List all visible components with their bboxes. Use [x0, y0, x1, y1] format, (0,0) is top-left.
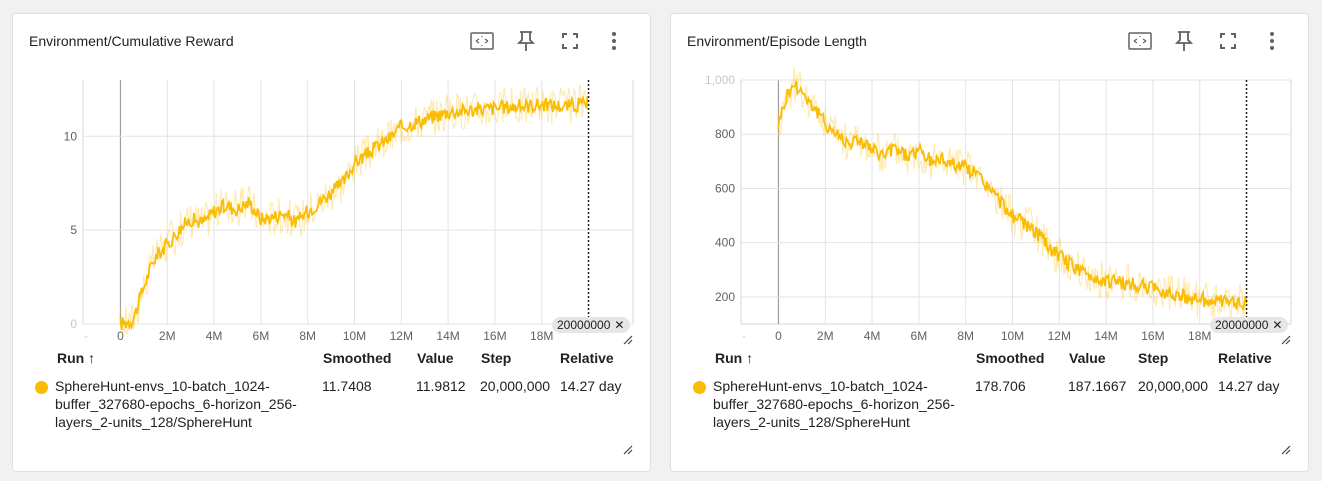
relative-cell: 14.27 day — [560, 378, 622, 394]
step-tooltip-label: 20000000 — [1215, 318, 1269, 332]
x-tick-label: 8M — [957, 329, 974, 343]
x-tick-label: 10M — [343, 329, 366, 343]
run-color-dot[interactable] — [35, 381, 48, 394]
step-tooltip[interactable]: 20000000 ✕ — [1210, 317, 1289, 333]
more-vert-icon[interactable] — [592, 28, 636, 54]
chart-card-episode-length: Environment/Episode Length 0 2M 4M 6M 8M 10M 1… — [670, 13, 1309, 472]
col-header-smoothed[interactable]: Smoothed — [976, 350, 1045, 366]
close-icon[interactable]: ✕ — [1272, 318, 1283, 332]
col-header-relative[interactable]: Relative — [1218, 350, 1272, 366]
run-name-line: layers_2-units_128/SphereHunt — [713, 414, 910, 430]
run-name: SphereHunt-envs_10-batch_1024- buffer_32… — [55, 377, 315, 431]
col-header-value[interactable]: Value — [1069, 350, 1106, 366]
y-tick-label: 200 — [715, 290, 735, 304]
x-tick-label: 6M — [253, 329, 270, 343]
x-tick-label: 16M — [1141, 329, 1164, 343]
col-header-run[interactable]: Run ↑ — [715, 350, 754, 366]
x-tick-label: 16M — [483, 329, 506, 343]
x-tick-label: 12M — [390, 329, 413, 343]
step-tooltip[interactable]: 20000000 ✕ — [552, 317, 631, 333]
resize-handle-icon[interactable] — [623, 445, 633, 455]
x-tick-label: 4M — [864, 329, 881, 343]
value-cell: 187.1667 — [1068, 378, 1127, 394]
col-header-run[interactable]: Run ↑ — [57, 350, 96, 366]
y-tick-label: 1,000 — [705, 73, 735, 87]
pin-icon[interactable] — [504, 28, 548, 54]
col-header-step[interactable]: Step — [1138, 350, 1169, 366]
col-header-value[interactable]: Value — [417, 350, 454, 366]
fullscreen-icon[interactable] — [1206, 28, 1250, 54]
col-header-step[interactable]: Step — [481, 350, 512, 366]
relative-cell: 14.27 day — [1218, 378, 1280, 394]
step-tooltip-label: 20000000 — [557, 318, 611, 332]
run-name-line: buffer_327680-epochs_6-horizon_256- — [55, 396, 297, 412]
run-color-dot[interactable] — [693, 381, 706, 394]
run-name-line: SphereHunt-envs_10-batch_1024- — [55, 378, 270, 394]
run-name: SphereHunt-envs_10-batch_1024- buffer_32… — [713, 377, 973, 431]
fit-domain-icon[interactable] — [460, 28, 504, 54]
step-cell: 20,000,000 — [480, 378, 551, 394]
card-toolbar — [460, 28, 636, 54]
fullscreen-icon[interactable] — [548, 28, 592, 54]
fit-domain-icon[interactable] — [1118, 28, 1162, 54]
y-tick-label: 800 — [715, 127, 735, 141]
line-chart[interactable]: 0 2M 4M 6M 8M 10M 12M 14M 16M 18M - 200 400 600 800 1,0… — [671, 64, 1310, 354]
x-tick-label: 12M — [1048, 329, 1071, 343]
y-tick-label: 400 — [715, 236, 735, 250]
run-name-line: buffer_327680-epochs_6-horizon_256- — [713, 396, 955, 412]
series-smoothed-line[interactable] — [119, 94, 589, 331]
resize-handle-icon[interactable] — [623, 335, 633, 345]
x-tick-label: 10M — [1001, 329, 1024, 343]
y-tick-label: 5 — [70, 223, 77, 237]
resize-handle-icon[interactable] — [1281, 335, 1291, 345]
run-name-line: SphereHunt-envs_10-batch_1024- — [713, 378, 928, 394]
y-tick-label: 10 — [64, 129, 78, 143]
col-header-smoothed[interactable]: Smoothed — [323, 350, 392, 366]
resize-handle-icon[interactable] — [1281, 445, 1291, 455]
x-tick-label: 14M — [1094, 329, 1117, 343]
x-tick-label: 8M — [299, 329, 316, 343]
x-tick-label: 0 — [775, 329, 782, 343]
y-tick-label: 600 — [715, 181, 735, 195]
pin-icon[interactable] — [1162, 28, 1206, 54]
more-vert-icon[interactable] — [1250, 28, 1294, 54]
x-tick-label: 18M — [530, 329, 553, 343]
x-tick-label: 4M — [206, 329, 223, 343]
run-name-line: layers_2-units_128/SphereHunt — [55, 414, 252, 430]
card-title: Environment/Episode Length — [687, 33, 867, 49]
smoothed-value: 178.706 — [975, 378, 1026, 394]
card-toolbar — [1118, 28, 1294, 54]
series-smoothed-line[interactable] — [777, 80, 1248, 311]
chart-card-cumulative-reward: Environment/Cumulative Reward 0 2M 4M 6M 8M 1… — [12, 13, 651, 472]
col-header-relative[interactable]: Relative — [560, 350, 614, 366]
card-title: Environment/Cumulative Reward — [29, 33, 234, 49]
value-cell: 11.9812 — [416, 378, 466, 394]
x-tick-label: 2M — [159, 329, 176, 343]
x-tick-label: 18M — [1188, 329, 1211, 343]
x-tick-label: 14M — [436, 329, 459, 343]
x-tick-label: 6M — [911, 329, 928, 343]
close-icon[interactable]: ✕ — [614, 318, 625, 332]
x-tick-label: 0 — [117, 329, 124, 343]
x-tick-label: 2M — [817, 329, 834, 343]
y-tick-label: 0 — [70, 317, 77, 331]
x-tick-label-clipped: - — [742, 329, 746, 343]
step-cell: 20,000,000 — [1138, 378, 1209, 394]
smoothed-value: 11.7408 — [322, 378, 372, 394]
x-tick-label-clipped: - — [84, 329, 88, 343]
